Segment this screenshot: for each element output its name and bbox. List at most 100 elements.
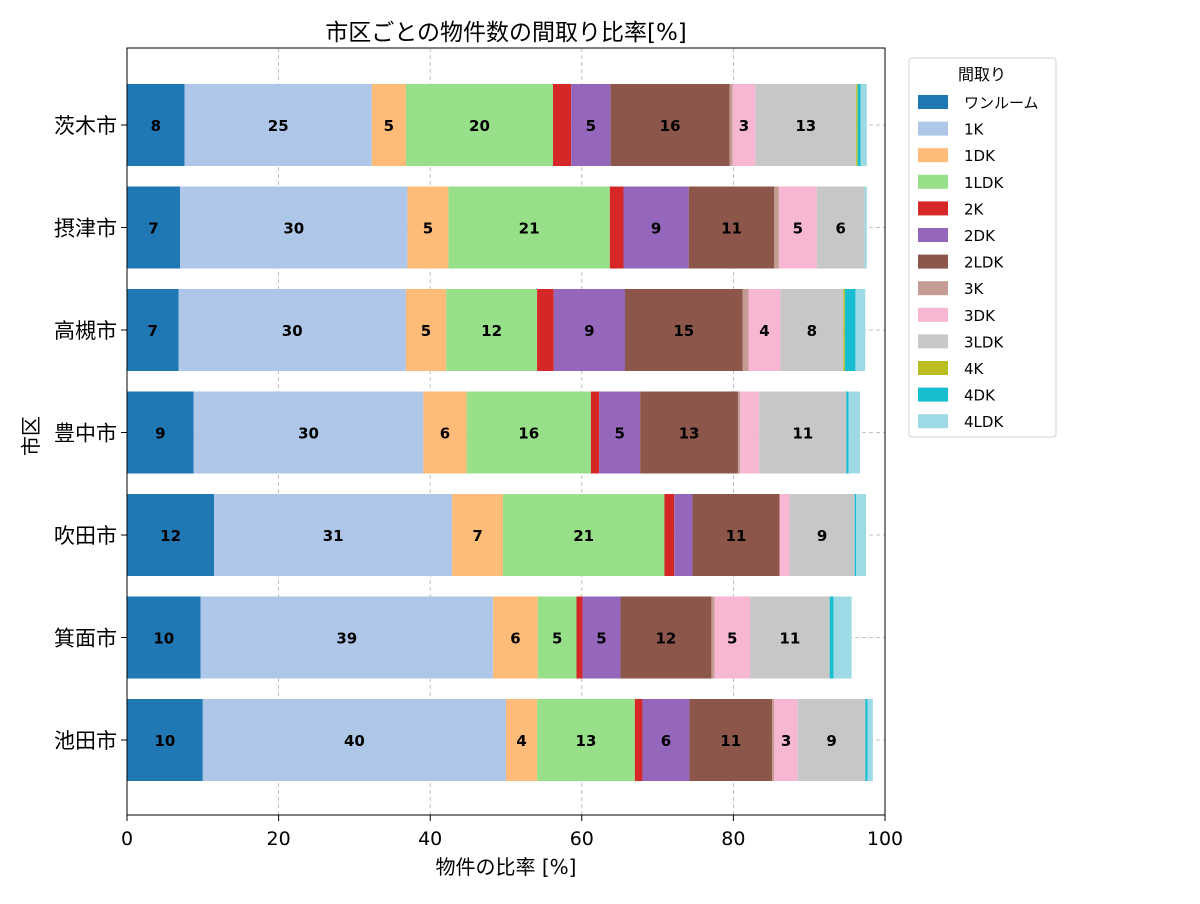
bar-segment <box>692 494 780 576</box>
legend-swatch <box>918 281 948 296</box>
y-tick-label: 茨木市 <box>54 114 117 138</box>
bar-segment <box>742 289 749 371</box>
bar-segment <box>537 699 635 781</box>
bar-segment <box>865 699 868 781</box>
bar-value-label: 11 <box>721 220 742 238</box>
bar-value-label: 16 <box>660 117 681 135</box>
y-tick-label: 高槻市 <box>54 319 117 343</box>
bar-value-label: 9 <box>651 220 661 238</box>
bar-value-label: 9 <box>584 322 594 340</box>
bar-segment <box>407 186 449 269</box>
bar-segment <box>729 84 733 166</box>
legend-label: 4K <box>964 360 985 378</box>
bar-segment <box>856 84 858 166</box>
bar-segment <box>127 494 215 576</box>
bar-value-labels: 8 25 5 20 5 16 3 137 30 5 21 9 11 5 67 30 5 12 9 15 4 89 30 6 16… <box>148 117 846 750</box>
bar-value-label: 9 <box>155 425 165 443</box>
y-axis-label: 市区 <box>19 416 43 456</box>
bar-segment <box>857 84 861 166</box>
bar-segment <box>634 699 643 781</box>
bar-segment <box>127 84 185 166</box>
bar-segment <box>789 494 855 576</box>
bar-segment <box>610 84 730 166</box>
bar-segment <box>502 494 665 576</box>
legend-swatch <box>918 95 948 109</box>
bar-value-label: 21 <box>519 220 540 238</box>
bar-segment <box>127 289 179 371</box>
x-tick-label: 80 <box>721 828 745 850</box>
bar-value-label: 5 <box>793 220 803 238</box>
legend: 間取り ワンルーム 1K 1DK 1LDK 2K 2DK 2LDK 3K 3DK 3LDK 4K 4D… <box>908 57 1057 438</box>
bar-value-label: 9 <box>826 732 836 750</box>
bar-segment <box>772 699 775 781</box>
legend-label: 2DK <box>964 227 996 245</box>
bars <box>127 84 873 781</box>
bar-value-label: 5 <box>423 220 433 238</box>
bar-segment <box>493 596 538 679</box>
bar-segment <box>609 186 624 269</box>
y-tick-label: 吹田市 <box>54 524 117 548</box>
bar-value-label: 13 <box>576 732 597 750</box>
bar-segment <box>590 391 600 474</box>
bar-value-label: 13 <box>795 117 816 135</box>
bar-segment <box>448 186 610 269</box>
legend-swatch <box>918 254 948 269</box>
bar-value-label: 6 <box>835 220 845 238</box>
bar-segment <box>127 699 203 781</box>
y-tick-label: 箕面市 <box>54 627 117 651</box>
legend-label: ワンルーム <box>964 94 1039 112</box>
bar-value-label: 30 <box>298 425 319 443</box>
x-tick-label: 60 <box>570 828 594 850</box>
bar-segment <box>759 391 847 474</box>
bar-value-label: 5 <box>727 630 737 648</box>
bar-value-label: 11 <box>720 732 741 750</box>
bar-value-label: 4 <box>516 732 526 750</box>
bar-segment <box>446 289 538 371</box>
legend-swatch <box>918 361 948 375</box>
bar-segment <box>797 699 866 781</box>
bar-value-label: 10 <box>153 630 174 648</box>
bar-segment <box>844 289 856 371</box>
bar-segment <box>576 596 583 679</box>
legend-swatch <box>918 414 948 429</box>
bar-segment <box>214 494 453 576</box>
bar-value-label: 16 <box>518 425 539 443</box>
bar-value-label: 12 <box>481 322 502 340</box>
y-tick-label: 池田市 <box>54 729 117 753</box>
legend-swatch <box>918 201 948 216</box>
bar-value-label: 30 <box>283 220 304 238</box>
legend-label: 3DK <box>964 307 996 325</box>
bar-segment <box>200 596 494 679</box>
bar-value-label: 25 <box>268 117 289 135</box>
bar-value-label: 21 <box>573 527 594 545</box>
bar-value-label: 7 <box>472 527 482 545</box>
x-tick-label: 40 <box>418 828 442 850</box>
bar-segment <box>620 596 712 679</box>
bar-segment <box>537 289 554 371</box>
y-tick-label: 豊中市 <box>54 422 117 446</box>
bar-value-label: 6 <box>510 630 520 648</box>
bar-value-label: 5 <box>586 117 596 135</box>
bar-segment <box>184 84 372 166</box>
bar-segment <box>553 289 626 371</box>
bar-segment <box>452 494 503 576</box>
legend-swatch <box>918 307 948 322</box>
bar-segment <box>178 289 406 371</box>
bar-value-label: 7 <box>148 322 158 340</box>
bar-value-label: 6 <box>440 425 450 443</box>
legend-swatch <box>918 228 948 242</box>
legend-label: 3K <box>964 280 985 298</box>
bar-segment <box>202 699 507 781</box>
bar-segment <box>711 596 715 679</box>
x-tick-label: 0 <box>121 828 133 850</box>
legend-title: 間取り <box>958 65 1006 84</box>
bar-segment <box>674 494 693 576</box>
plot-frame <box>126 47 886 816</box>
bar-segment <box>127 596 201 679</box>
x-tick-label: 100 <box>867 828 903 850</box>
y-tick-label: 摂津市 <box>54 217 117 241</box>
legend-label: 1K <box>964 121 985 139</box>
bar-segment <box>774 186 779 269</box>
bar-segment <box>755 84 857 166</box>
